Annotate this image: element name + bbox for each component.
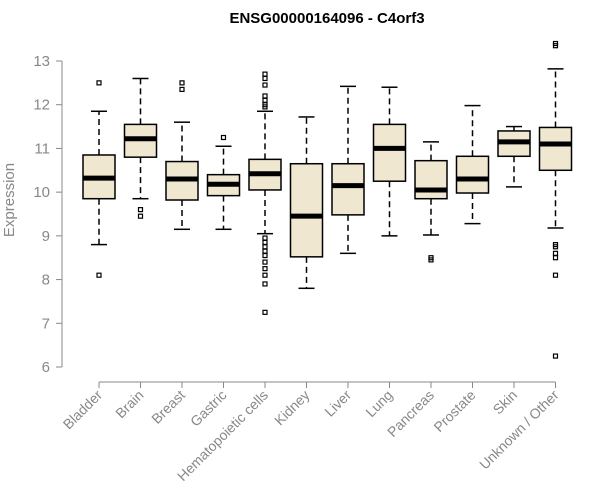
iqr-box bbox=[372, 123, 407, 182]
outlier-point bbox=[262, 71, 268, 77]
y-tick-label: 6 bbox=[42, 359, 50, 376]
y-tick-label: 11 bbox=[34, 140, 50, 157]
iqr-box bbox=[538, 126, 573, 172]
y-tick-label: 7 bbox=[42, 315, 50, 332]
y-tick-label: 8 bbox=[42, 272, 50, 289]
box-1 bbox=[123, 77, 158, 219]
outlier-point bbox=[262, 82, 268, 88]
box-2 bbox=[165, 80, 199, 231]
outlier-point bbox=[262, 75, 268, 82]
y-axis: 6 7 8 9 10 11 12 13 bbox=[33, 53, 63, 376]
x-tick-label: Prostate bbox=[430, 387, 478, 435]
outlier-point bbox=[137, 213, 144, 219]
box-8 bbox=[414, 141, 448, 263]
outlier-point bbox=[137, 207, 144, 213]
outlier-point bbox=[96, 80, 102, 86]
outlier-point bbox=[179, 80, 185, 86]
x-tick-label: Lung bbox=[362, 387, 395, 420]
y-tick-label: 9 bbox=[42, 228, 50, 245]
box-4 bbox=[248, 71, 282, 315]
box-6 bbox=[331, 85, 365, 255]
outlier-point bbox=[262, 239, 268, 246]
outlier-point bbox=[552, 43, 559, 49]
outlier-point bbox=[220, 134, 227, 141]
outlier-point bbox=[552, 250, 559, 256]
y-axis-label: Expression bbox=[1, 163, 18, 237]
box-10 bbox=[497, 125, 531, 188]
box-3 bbox=[206, 134, 241, 231]
outlier-point bbox=[262, 235, 268, 241]
chart-title: ENSG00000164096 - C4orf3 bbox=[229, 10, 424, 27]
x-tick-label: Brain bbox=[112, 387, 146, 421]
outlier-point bbox=[262, 93, 268, 99]
outlier-point bbox=[262, 97, 268, 103]
outlier-point bbox=[552, 255, 559, 261]
outlier-point bbox=[552, 272, 559, 278]
x-tick-label: Skin bbox=[490, 387, 521, 418]
outlier-point bbox=[262, 266, 268, 272]
outlier-point bbox=[96, 272, 102, 278]
x-tick-label: Unknown / Other bbox=[476, 387, 562, 473]
outlier-point bbox=[262, 244, 268, 250]
y-tick-label: 13 bbox=[33, 53, 50, 70]
box-9 bbox=[455, 104, 490, 225]
outlier-point bbox=[262, 259, 268, 265]
iqr-box bbox=[455, 155, 490, 194]
iqr-box bbox=[289, 162, 324, 258]
outlier-point bbox=[262, 272, 268, 278]
iqr-box bbox=[331, 162, 365, 216]
x-tick-label: Breast bbox=[148, 387, 188, 427]
x-tick-label: Liver bbox=[321, 387, 354, 420]
outlier-point bbox=[262, 309, 268, 315]
outlier-point bbox=[262, 252, 268, 259]
outlier-point bbox=[262, 281, 268, 287]
iqr-box bbox=[414, 159, 448, 200]
box-5 bbox=[289, 116, 324, 290]
outlier-point bbox=[552, 244, 559, 250]
outlier-point bbox=[428, 257, 434, 263]
box-7 bbox=[372, 86, 407, 237]
outlier-point bbox=[262, 104, 268, 110]
x-tick-label: Bladder bbox=[60, 387, 106, 433]
y-tick-label: 12 bbox=[33, 97, 50, 114]
outlier-point bbox=[262, 248, 268, 254]
outlier-point bbox=[552, 353, 559, 359]
box-11 bbox=[538, 40, 573, 359]
y-tick-label: 10 bbox=[33, 184, 50, 201]
x-tick-label: Kidney bbox=[271, 387, 313, 429]
boxes-group bbox=[82, 40, 573, 359]
outlier-point bbox=[179, 86, 185, 93]
box-0 bbox=[82, 80, 116, 278]
